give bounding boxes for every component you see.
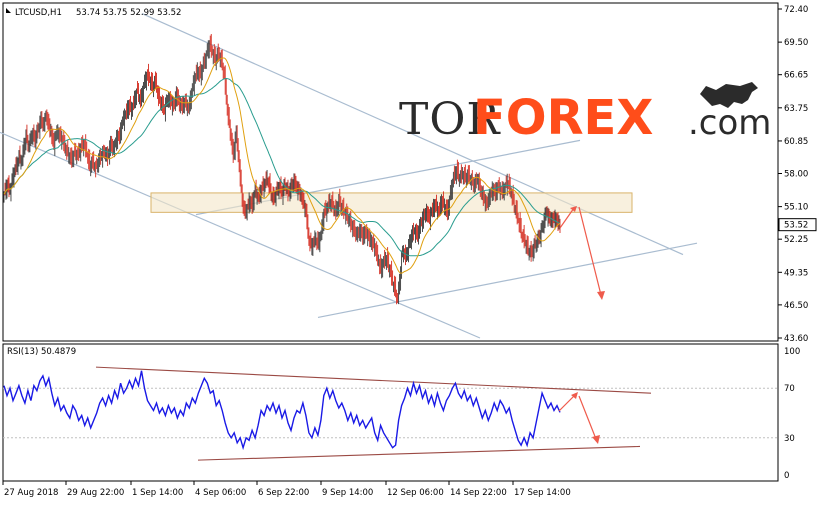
resistance-zone [150,192,633,213]
rsi-y-tick-label: 70 [784,384,795,394]
symbol-triangle-icon [6,8,11,13]
rsi-y-tick-label: 0 [784,471,789,481]
last-price-tag [778,218,817,232]
y-tick-label: 49.35 [784,268,808,278]
rsi-forecast-arrows [558,392,600,444]
rsi-forecast-arrowhead [592,435,600,444]
rsi-y-tick-label: 30 [784,434,795,444]
symbol-label: LTCUSD,H1 [15,8,62,18]
y-tick-label: 46.50 [784,301,808,311]
logo-suffix: .com [688,103,771,143]
y-tick-label: 69.50 [784,38,808,48]
x-tick-label: 4 Sep 06:00 [195,488,246,498]
rsi-forecast-arrow-up [558,394,576,412]
channel-line [0,131,481,339]
rsi-label: RSI(13) 50.4879 [7,347,76,357]
rsi-forecast-arrowhead [571,392,578,399]
y-tick-label: 60.85 [784,137,808,147]
y-tick-label: 63.75 [784,104,808,114]
x-tick-label: 14 Sep 22:00 [450,488,507,498]
ohlc-label: 53.74 53.75 52.99 53.52 [76,8,181,18]
rsi-lower-trendline [197,445,641,461]
ma-fast-line [3,57,561,274]
bull-logo-icon [700,82,758,108]
rsi-line [3,370,561,451]
x-tick-label: 27 Aug 2018 [4,488,58,498]
chart-header: LTCUSD,H1 53.74 53.75 52.99 53.52 [6,8,181,18]
last-price-label: 53.52 [784,221,808,231]
y-tick-label: 55.10 [784,203,808,213]
logo-text-right: FOREX [473,90,653,146]
forecast-arrow-down [578,206,602,296]
y-tick-label: 58.00 [784,170,808,180]
channel-line [317,242,698,319]
rsi-forecast-arrow-down [578,395,597,440]
y-tick-label: 43.60 [784,334,808,344]
x-tick-label: 9 Sep 14:00 [322,488,373,498]
ma-slow-line [3,77,561,257]
y-tick-label: 52.25 [784,235,808,245]
rsi-y-tick-label: 100 [784,347,800,357]
x-tick-label: 12 Sep 06:00 [387,488,444,498]
forecast-arrowhead [597,291,605,300]
y-tick-label: 72.40 [784,5,808,15]
main-pane [2,2,779,342]
x-tick-label: 29 Aug 22:00 [67,488,124,498]
rsi-upper-trendline [95,366,652,394]
rsi-pane [2,343,779,482]
x-tick-label: 6 Sep 22:00 [258,488,309,498]
x-tick-label: 17 Sep 14:00 [514,488,571,498]
forecast-arrowhead [570,206,577,212]
x-tick-label: 1 Sep 14:00 [132,488,183,498]
forecast-arrow-up [559,207,575,229]
channel-line [141,13,684,256]
logo-text-left: TOR [399,94,501,145]
y-tick-label: 66.65 [784,71,808,81]
forecast-arrows [559,206,605,300]
